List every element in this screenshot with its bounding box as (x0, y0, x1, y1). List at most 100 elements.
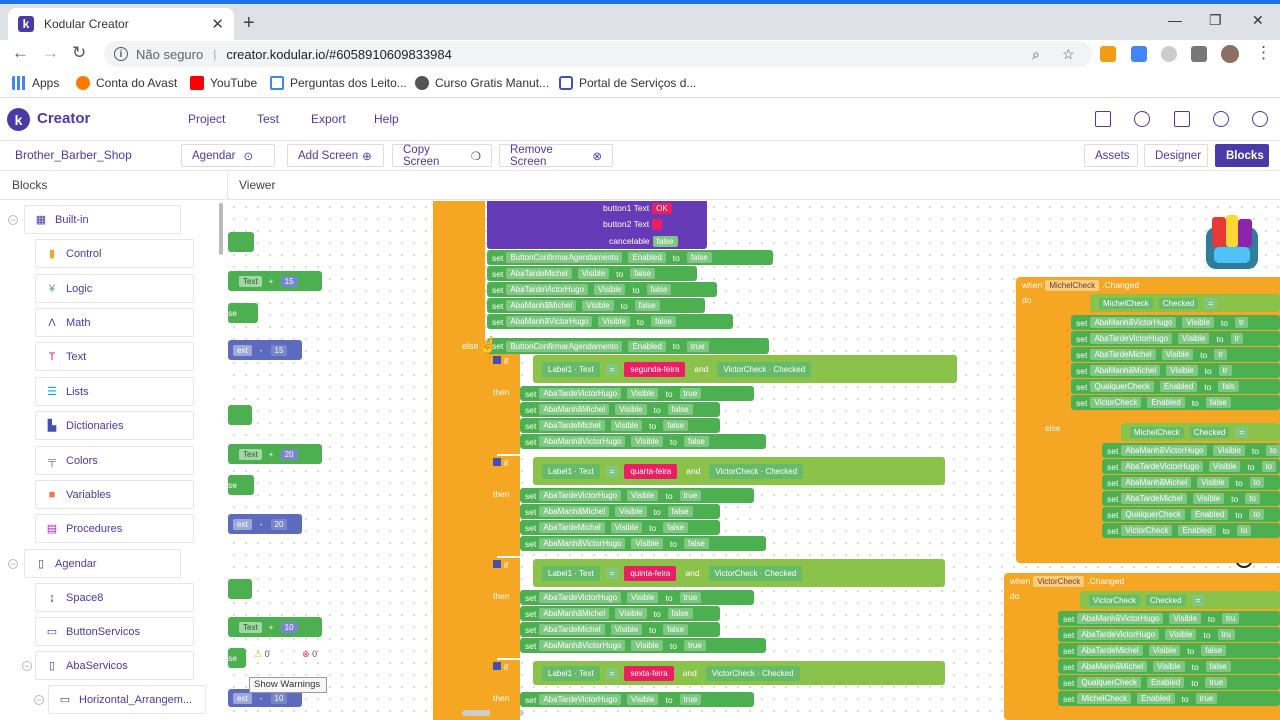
menu-help[interactable]: Help (374, 112, 399, 126)
tree-space8[interactable]: ↨ Space8 (35, 583, 194, 612)
set-block[interactable]: set MichelCheck Enabled to true (1058, 691, 1280, 706)
dialog-block[interactable]: button1 Text OK button2 Text cancelable fa… (487, 201, 707, 249)
set-block[interactable]: set QualquerCheck Enabled to true (1058, 675, 1280, 690)
account-icon[interactable] (1252, 111, 1268, 127)
tree-text[interactable]: T Text (35, 342, 194, 371)
set-visible-block[interactable]: set AbaManhãVictorHugo Visible to true (520, 638, 766, 653)
set-visible-block[interactable]: set AbaManhãMichel Visible to false (520, 606, 720, 621)
designer-button[interactable]: Designer (1144, 144, 1208, 167)
set-block[interactable]: set VictorCheck Enabled to false (1071, 395, 1280, 410)
show-warnings-button[interactable]: Show Warnings (249, 677, 327, 693)
reload-icon[interactable]: ↻ (72, 43, 87, 62)
blocks-workspace[interactable]: Text +15 se ext -15 Text +20 se ext -20 Text… (228, 201, 1280, 720)
if-block[interactable] (490, 660, 520, 720)
tree-math[interactable]: Λ Math (35, 308, 194, 337)
block-stub[interactable] (228, 405, 252, 425)
set-block[interactable]: set AbaTardeMichel Visible to false (1058, 643, 1280, 658)
set-block[interactable]: set AbaTardeMichel Visible to tr (1071, 347, 1280, 362)
set-block[interactable]: set QualquerCheck Enabled to fals (1071, 379, 1280, 394)
menu-project[interactable]: Project (188, 112, 226, 126)
set-block[interactable]: set AbaTardeMichel Visible to false (487, 266, 697, 281)
set-block[interactable]: set AbaManhãMichel Visible to tr (1071, 363, 1280, 378)
michel-inner-if-condition[interactable]: MichelCheck Checked = (1121, 423, 1280, 441)
extension-translate-icon[interactable] (1131, 46, 1147, 62)
kodular-logo-icon[interactable]: k (7, 108, 30, 131)
collapse-toggle-icon[interactable]: − (8, 215, 18, 225)
set-block[interactable]: set ButtonConfirmarAgendamento Enabled to fa… (487, 250, 773, 265)
block-text-plus[interactable]: Text +10 (228, 617, 322, 637)
url-text[interactable]: creator.kodular.io/#6058910609833984 (226, 46, 452, 62)
profile-avatar[interactable] (1221, 45, 1239, 63)
book-icon[interactable] (1174, 111, 1190, 127)
block-stub-se[interactable]: se (228, 648, 246, 668)
set-visible-block[interactable]: set AbaManhãMichel Visible to false (520, 504, 720, 519)
new-tab-icon[interactable]: + (243, 12, 255, 34)
set-visible-block[interactable]: set AbaTardeVictorHugo Visible to true (520, 488, 754, 503)
set-block[interactable]: set VictorCheck Enabled to to (1102, 523, 1280, 538)
if-block[interactable] (490, 456, 520, 556)
condition-and-block[interactable]: Label1 · Text = quinta-feira and VictorCheck… (533, 559, 945, 587)
add-screen-button[interactable]: Add Screen ⊕ (287, 144, 384, 167)
copy-screen-button[interactable]: Copy Screen ❍ (392, 144, 492, 168)
bookmark-apps[interactable]: Apps (12, 76, 59, 90)
tree-abaservicos[interactable]: ▯ AbaServicos (35, 651, 194, 680)
block-stub[interactable] (228, 579, 252, 599)
forward-icon[interactable]: → (42, 43, 59, 62)
maximize-icon[interactable]: ❐ (1209, 12, 1222, 28)
set-block[interactable]: set AbaTardeVictorHugo Visible to tr (1071, 331, 1280, 346)
victor-if-condition[interactable]: VictorCheck Checked = (1080, 591, 1280, 609)
tree-buttonservicos[interactable]: ▭ ButtonServicos (35, 617, 194, 646)
screen-select-button[interactable]: Agendar ⊙ (181, 144, 275, 167)
block-stub-se[interactable]: se (228, 303, 258, 323)
star-icon[interactable]: ☆ (1062, 46, 1075, 62)
dollar-icon[interactable] (1213, 111, 1229, 127)
collapse-toggle-icon[interactable]: − (34, 695, 44, 705)
block-stub[interactable] (228, 232, 254, 252)
tree-variables[interactable]: ■ Variables (35, 480, 194, 509)
browser-tab[interactable]: k Kodular Creator ✕ (8, 8, 234, 40)
bookmark-portal[interactable]: Portal de Serviços d... (559, 76, 696, 90)
tree-control[interactable]: ▮ Control (35, 239, 194, 268)
block-text-plus[interactable]: Text +20 (228, 444, 322, 464)
michel-if-condition[interactable]: MichelCheck Checked = (1090, 294, 1280, 312)
minimize-icon[interactable]: — (1168, 12, 1182, 28)
tree-lists[interactable]: ☰ Lists (35, 377, 194, 406)
tree-scrollbar[interactable] (219, 203, 223, 255)
bookmark-youtube[interactable]: YouTube (190, 76, 257, 90)
if-block[interactable] (490, 558, 520, 658)
address-bar[interactable]: i Não seguro | creator.kodular.io/#60589… (104, 41, 1092, 67)
block-stub-se[interactable]: se (228, 475, 254, 495)
set-block[interactable]: set AbaManhãVictorHugo Visible to to (1102, 443, 1280, 458)
zoom-icon[interactable]: ⌕ (1032, 46, 1040, 62)
set-block[interactable]: set AbaTardeMichel Visible to to (1102, 491, 1280, 506)
condition-and-block[interactable]: Label1 · Text = quarta-feira and VictorCheck… (533, 457, 945, 485)
if-block[interactable] (490, 354, 520, 454)
set-block[interactable]: set QualquerCheck Enabled to to (1102, 507, 1280, 522)
folder-icon[interactable] (1095, 111, 1111, 127)
set-visible-block[interactable]: set AbaTardeVictorHugo Visible to true (520, 590, 754, 605)
set-visible-block[interactable]: set AbaTardeVictorHugo Visible to true (520, 386, 754, 401)
tree-horizontal-arrangement[interactable]: ▭ Horizontal_Arrangem... (48, 685, 206, 714)
block-text-plus[interactable]: Text +15 (228, 271, 322, 291)
tree-builtin[interactable]: ▦ Built-in (24, 205, 181, 234)
extension-key-icon[interactable] (1100, 46, 1116, 62)
menu-export[interactable]: Export (311, 112, 346, 126)
extension-icon[interactable] (1161, 46, 1177, 62)
extensions-puzzle-icon[interactable] (1191, 46, 1207, 62)
browser-menu-icon[interactable]: ⋮ (1255, 43, 1272, 62)
set-block[interactable]: set AbaTardeVictorHugo Visible to false (487, 282, 717, 297)
tree-logic[interactable]: ¥ Logic (35, 274, 194, 303)
block-minus[interactable]: ext -10 (228, 689, 302, 707)
tree-dictionaries[interactable]: ▙ Dictionaries (35, 411, 194, 440)
set-block[interactable]: set AbaManhãMichel Visible to false (1058, 659, 1280, 674)
condition-and-block[interactable]: Label1 · Text = segunda-feira and VictorChec… (533, 355, 957, 383)
window-close-icon[interactable]: ✕ (1252, 12, 1264, 28)
blocks-button[interactable]: Blocks (1215, 144, 1269, 167)
set-block[interactable]: set AbaManhãVictorHugo Visible to tru (1058, 611, 1280, 626)
set-visible-block[interactable]: set AbaManhãVictorHugo Visible to false (520, 434, 766, 449)
bookmark-curso[interactable]: Curso Gratis Manut... (415, 76, 549, 90)
collapse-toggle-icon[interactable]: − (22, 661, 32, 671)
palette-icon[interactable] (1134, 111, 1150, 127)
set-visible-block[interactable]: set AbaManhãMichel Visible to false (520, 402, 720, 417)
set-block[interactable]: set AbaManhãVictorHugo Visible to tr (1071, 315, 1280, 330)
